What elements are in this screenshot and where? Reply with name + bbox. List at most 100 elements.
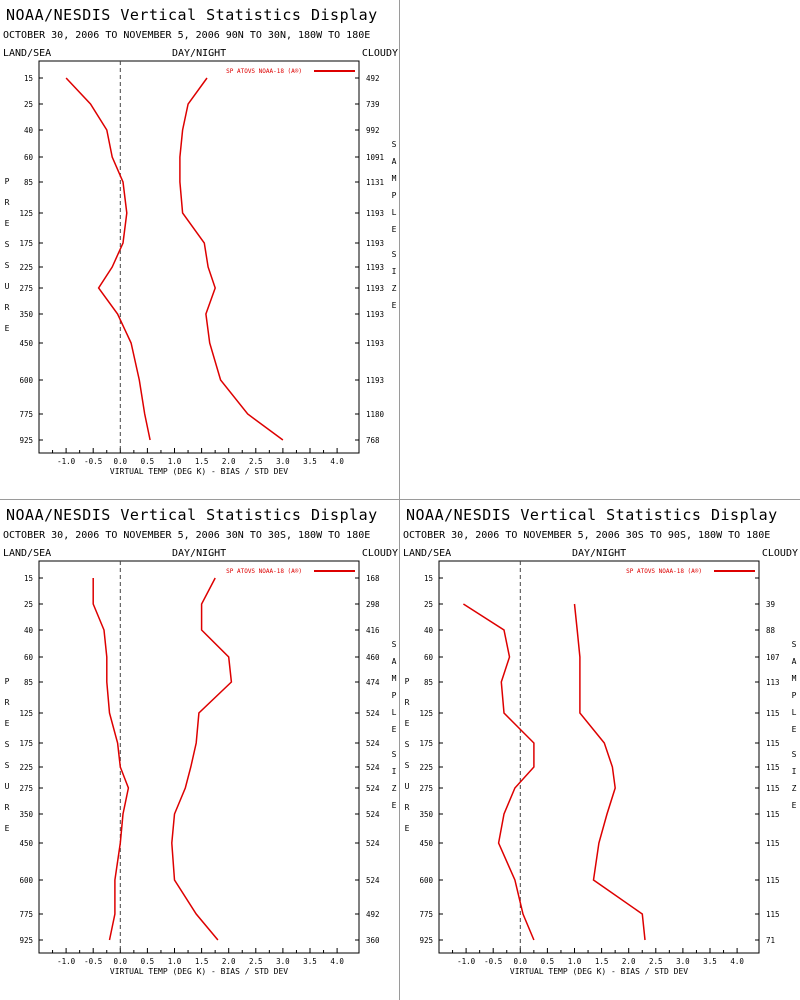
sample-size-label-letter: S xyxy=(392,750,397,759)
x-tick-label: 1.5 xyxy=(595,957,609,966)
sample-size-label: 739 xyxy=(366,100,380,109)
sample-size-label-letter: Z xyxy=(392,784,397,793)
cloudy-label: CLOUDY xyxy=(361,548,398,559)
sample-size-label: 474 xyxy=(366,678,380,687)
pressure-label: 175 xyxy=(19,739,33,748)
day-night-label: DAY/NIGHT xyxy=(172,48,227,59)
sample-size-label: 524 xyxy=(366,784,380,793)
pressure-label: 450 xyxy=(19,339,33,348)
x-tick-label: 1.5 xyxy=(195,957,209,966)
y-axis-label-letter: R xyxy=(5,803,10,812)
pressure-label: 450 xyxy=(19,839,33,848)
sample-size-label-letter: S xyxy=(792,640,797,649)
pressure-label: 60 xyxy=(424,653,434,662)
sample-size-label: 1193 xyxy=(366,209,384,218)
sample-size-label: 115 xyxy=(766,876,780,885)
x-tick-label: -0.5 xyxy=(84,457,102,466)
pressure-label: 275 xyxy=(19,284,33,293)
sample-size-label-letter: L xyxy=(392,708,397,717)
sample-size-label-letter: P xyxy=(792,691,797,700)
y-axis-label-letter: R xyxy=(405,803,410,812)
pressure-label: 450 xyxy=(419,839,433,848)
x-axis-label: VIRTUAL TEMP (DEG K) - BIAS / STD DEV xyxy=(110,967,288,976)
horizontal-divider xyxy=(0,499,800,500)
pressure-label: 350 xyxy=(19,810,33,819)
x-tick-label: 3.0 xyxy=(276,457,290,466)
x-tick-label: -0.5 xyxy=(84,957,102,966)
x-tick-label: 0.5 xyxy=(141,957,155,966)
pressure-label: 85 xyxy=(24,178,33,187)
sample-size-label-letter: P xyxy=(392,691,397,700)
sample-size-label-letter: S xyxy=(392,140,397,149)
y-axis-label-letter: S xyxy=(405,740,410,749)
x-tick-label: 2.5 xyxy=(249,457,263,466)
y-axis-label-letter: S xyxy=(5,761,10,770)
panel-subtitle: OCTOBER 30, 2006 TO NOVEMBER 5, 2006 30N… xyxy=(3,530,371,541)
sample-size-label: 113 xyxy=(766,678,780,687)
sample-size-label: 492 xyxy=(366,74,380,83)
pressure-label: 925 xyxy=(19,936,33,945)
y-axis-label-letter: S xyxy=(5,261,10,270)
sample-size-label-letter: P xyxy=(392,191,397,200)
sample-size-label: 115 xyxy=(766,839,780,848)
series-line-bias xyxy=(462,603,535,941)
sample-size-label: 524 xyxy=(366,810,380,819)
sample-size-label: 1193 xyxy=(366,284,384,293)
sample-size-label-letter: E xyxy=(392,801,397,810)
sample-size-label: 460 xyxy=(366,653,380,662)
x-tick-label: 3.0 xyxy=(676,957,690,966)
pressure-label: 350 xyxy=(19,310,33,319)
sample-size-label: 524 xyxy=(366,876,380,885)
sample-size-label-letter: Z xyxy=(792,784,797,793)
legend-label: SP ATOVS NOAA-18 (A®) xyxy=(226,568,302,575)
legend-label: SP ATOVS NOAA-18 (A®) xyxy=(626,568,702,575)
pressure-label: 15 xyxy=(24,74,33,83)
x-tick-label: 3.5 xyxy=(303,957,317,966)
pressure-label: 225 xyxy=(19,263,33,272)
sample-size-label-letter: S xyxy=(392,250,397,259)
pressure-label: 125 xyxy=(19,209,33,218)
x-tick-label: -1.0 xyxy=(57,957,76,966)
stats-panel-30n-30s: NOAA/NESDIS Vertical Statistics Display … xyxy=(0,500,400,1000)
pressure-label: 25 xyxy=(424,600,433,609)
pressure-label: 925 xyxy=(419,936,433,945)
pressure-label: 775 xyxy=(19,910,33,919)
sample-size-label-letter: M xyxy=(392,674,397,683)
pressure-label: 600 xyxy=(19,876,33,885)
sample-size-label-letter: A xyxy=(392,657,397,666)
sample-size-label-letter: M xyxy=(392,174,397,183)
panel-subtitle: OCTOBER 30, 2006 TO NOVEMBER 5, 2006 30S… xyxy=(403,530,771,541)
sample-size-label: 524 xyxy=(366,839,380,848)
y-axis-label-letter: E xyxy=(5,324,10,333)
sample-size-label-letter: Z xyxy=(392,284,397,293)
x-tick-label: 2.0 xyxy=(222,457,236,466)
sample-size-label: 115 xyxy=(766,709,780,718)
y-axis-label-letter: P xyxy=(5,177,10,186)
series-line-std-dev xyxy=(573,603,646,941)
y-axis-label-letter: E xyxy=(5,719,10,728)
y-axis-label-letter: R xyxy=(5,303,10,312)
pressure-label: 125 xyxy=(19,709,33,718)
stats-panel-30s-90s: NOAA/NESDIS Vertical Statistics Display … xyxy=(400,500,800,1000)
sample-size-label-letter: E xyxy=(792,725,797,734)
panel-title: NOAA/NESDIS Vertical Statistics Display xyxy=(406,506,778,524)
sample-size-label: 524 xyxy=(366,763,380,772)
pressure-label: 350 xyxy=(419,810,433,819)
pressure-label: 775 xyxy=(419,910,433,919)
plot-frame xyxy=(38,560,360,954)
y-axis-label-letter: E xyxy=(5,824,10,833)
y-axis-label-letter: U xyxy=(5,782,10,791)
x-tick-label: 1.5 xyxy=(195,457,209,466)
sample-size-label: 416 xyxy=(366,626,380,635)
y-axis-label-letter: S xyxy=(5,240,10,249)
pressure-label: 925 xyxy=(19,436,33,445)
x-axis-label: VIRTUAL TEMP (DEG K) - BIAS / STD DEV xyxy=(510,967,688,976)
y-axis-label-letter: E xyxy=(405,824,410,833)
day-night-label: DAY/NIGHT xyxy=(172,548,227,559)
y-axis-label-letter: R xyxy=(5,198,10,207)
y-axis-label-letter: P xyxy=(405,677,410,686)
legend-label: SP ATOVS NOAA-18 (A®) xyxy=(226,68,302,75)
day-night-label: DAY/NIGHT xyxy=(572,548,627,559)
sample-size-label: 524 xyxy=(366,709,380,718)
pressure-label: 225 xyxy=(419,763,433,772)
